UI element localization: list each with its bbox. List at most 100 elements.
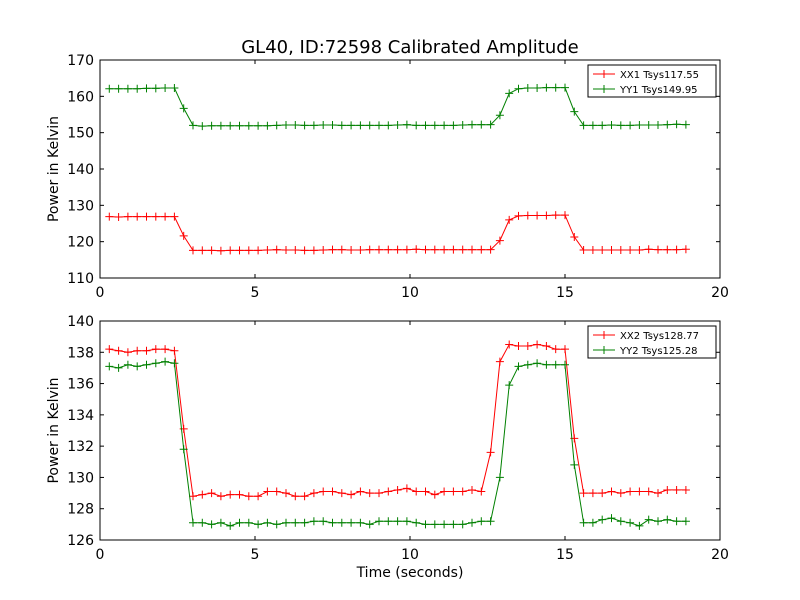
top-subplot: 0 5 10 15 20 110 120 130 140 150 160 170 Power in Ke… (46, 53, 729, 301)
data-point (328, 121, 337, 130)
data-point (654, 517, 662, 526)
data-point (291, 121, 300, 130)
data-point (468, 518, 476, 527)
x-tick-label: 20 (711, 547, 729, 563)
data-point (468, 485, 476, 494)
data-point (309, 517, 318, 526)
data-point (216, 492, 225, 501)
data-point (635, 121, 644, 130)
series-2 (105, 357, 690, 530)
data-point (440, 520, 449, 529)
data-point (579, 518, 588, 527)
x-tick-label: 5 (251, 547, 260, 563)
data-point (151, 359, 160, 368)
data-point (142, 346, 151, 355)
data-point (663, 245, 672, 254)
data-point (161, 83, 170, 92)
data-point (542, 83, 551, 92)
data-point (347, 490, 356, 499)
data-point (365, 245, 374, 254)
data-point (207, 520, 216, 529)
data-point (105, 84, 114, 93)
data-point (681, 245, 690, 254)
data-point (458, 121, 467, 130)
data-point (347, 518, 356, 527)
data-point (216, 246, 225, 255)
x-tick-label: 0 (96, 285, 105, 301)
data-point (235, 518, 244, 527)
data-point (430, 520, 439, 529)
data-point (663, 120, 672, 129)
data-point (198, 246, 207, 255)
data-point (607, 487, 616, 496)
data-point (430, 490, 439, 499)
data-point (402, 120, 411, 129)
chart-title: GL40, ID:72598 Calibrated Amplitude (241, 37, 579, 58)
x-tick-label: 10 (401, 285, 419, 301)
data-point (495, 473, 504, 482)
data-point (663, 485, 672, 494)
data-point (105, 212, 114, 221)
series-2 (105, 83, 690, 131)
data-point (672, 120, 681, 129)
data-point (384, 517, 393, 526)
data-point (570, 460, 579, 469)
y-tick-label: 120 (67, 235, 94, 251)
data-point (347, 121, 356, 130)
legend-box (587, 325, 717, 359)
data-point (179, 104, 188, 113)
data-point (533, 359, 542, 368)
legend-label: XX2 Tsys128.77 (620, 331, 699, 342)
data-point (142, 360, 151, 369)
data-point (486, 120, 495, 129)
data-point (133, 346, 142, 355)
data-point (375, 121, 383, 130)
data-point (272, 487, 281, 496)
data-point (588, 518, 597, 527)
data-point (430, 121, 439, 130)
data-point (505, 340, 514, 349)
data-point (514, 84, 523, 93)
data-point (607, 514, 616, 523)
data-point (254, 246, 263, 255)
data-point (263, 121, 272, 130)
y-tick-label: 126 (67, 533, 94, 549)
data-point (235, 121, 244, 130)
data-point (626, 121, 635, 130)
data-point (626, 518, 635, 527)
data-point (514, 362, 523, 371)
data-point (561, 83, 569, 92)
data-point (337, 245, 346, 254)
data-point (505, 89, 514, 98)
data-point (291, 518, 300, 527)
data-point (468, 245, 476, 254)
data-point (551, 83, 560, 92)
data-point (198, 122, 207, 131)
data-point (235, 246, 244, 255)
data-point (356, 246, 365, 255)
data-point (161, 212, 170, 221)
data-point (495, 357, 504, 366)
data-point (244, 121, 253, 130)
data-point (477, 487, 486, 496)
y-tick-label: 110 (67, 271, 94, 287)
data-point (235, 490, 244, 499)
data-point (207, 489, 216, 498)
data-point (384, 487, 393, 496)
data-point (226, 490, 235, 499)
data-point (561, 360, 569, 369)
data-point (226, 521, 235, 530)
data-point (375, 245, 383, 254)
data-point (486, 517, 495, 526)
data-point (449, 121, 458, 130)
data-point (216, 121, 225, 130)
data-point (523, 83, 532, 92)
data-point (263, 246, 272, 255)
legend-marker (600, 70, 608, 78)
data-point (570, 107, 579, 116)
data-point (105, 362, 114, 371)
data-point (356, 518, 365, 527)
x-tick-label: 5 (251, 285, 260, 301)
data-point (244, 518, 253, 527)
